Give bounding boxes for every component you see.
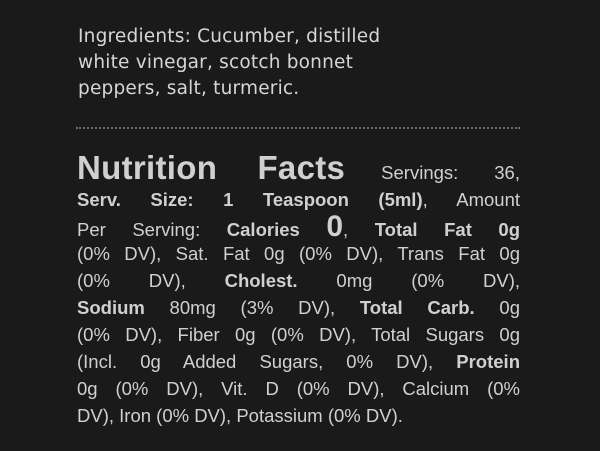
nutrient-text: , <box>343 219 375 240</box>
nutrient-label: Calories <box>226 219 327 240</box>
nutrient-label: Cholest. <box>224 270 298 291</box>
nutrient-text: 0g (0% DV), Vit. D (0% DV), Calcium (0% <box>77 378 520 399</box>
nutrient-text: (Incl. 0g Added Sugars, 0% DV), <box>77 351 457 372</box>
nutrient-label: Serv. Size: 1 Teaspoon (5ml) <box>77 189 423 210</box>
nutrition-line: (0% DV), Cholest. 0mg (0% DV), <box>77 267 520 294</box>
nutrient-text: Per Serving: <box>77 219 227 240</box>
ingredients-line: peppers, salt, turmeric. <box>78 78 300 99</box>
dotted-divider <box>76 127 520 129</box>
nutrition-facts-title: Nutrition Facts <box>77 149 346 186</box>
nutrient-label: 0 <box>326 210 344 243</box>
nutrition-line: Per Serving: Calories 0, Total Fat 0g <box>77 210 521 243</box>
ingredients-line: Ingredients: Cucumber, distilled <box>78 26 381 47</box>
nutrient-text: (0% DV), Sat. Fat 0g (0% DV), Trans Fat … <box>77 243 520 264</box>
nutrient-text: 0g <box>474 297 520 318</box>
nutrient-text: Servings: 36, <box>345 162 520 183</box>
nutrition-facts: Nutrition Facts Servings: 36, Serv. Size:… <box>77 146 520 429</box>
nutrition-line: DV), Iron (0% DV), Potassium (0% DV). <box>77 402 520 429</box>
nutrient-label: Sodium <box>77 297 145 318</box>
nutrient-text: DV), Iron (0% DV), Potassium (0% DV). <box>77 405 403 426</box>
nutrient-text: 80mg (3% DV), <box>144 297 360 318</box>
nutrition-line: (Incl. 0g Added Sugars, 0% DV), Protein <box>77 348 520 375</box>
nutrition-line: (0% DV), Fiber 0g (0% DV), Total Sugars … <box>77 321 520 348</box>
nutrient-label: Total Fat 0g <box>374 219 521 240</box>
nutrition-line: Sodium 80mg (3% DV), Total Carb. 0g <box>77 294 520 321</box>
nutrient-text: (0% DV), Fiber 0g (0% DV), Total Sugars … <box>77 324 520 345</box>
ingredients-line: white vinegar, scotch bonnet <box>78 52 354 73</box>
nutrient-text: 0mg (0% DV), <box>297 270 520 291</box>
nutrition-line: (0% DV), Sat. Fat 0g (0% DV), Trans Fat … <box>77 240 520 267</box>
nutrition-line: 0g (0% DV), Vit. D (0% DV), Calcium (0% <box>77 375 520 402</box>
nutrient-label: Total Carb. <box>359 297 475 318</box>
nutrition-facts-heading-line: Nutrition Facts Servings: 36, <box>77 146 520 186</box>
nutrient-text: , Amount <box>422 189 520 210</box>
ingredients-text: Ingredients: Cucumber, distilled white v… <box>78 24 518 102</box>
nutrient-text: (0% DV), <box>77 270 225 291</box>
nutrient-label: Protein <box>456 351 520 372</box>
nutrition-line: Serv. Size: 1 Teaspoon (5ml), Amount <box>77 186 520 213</box>
